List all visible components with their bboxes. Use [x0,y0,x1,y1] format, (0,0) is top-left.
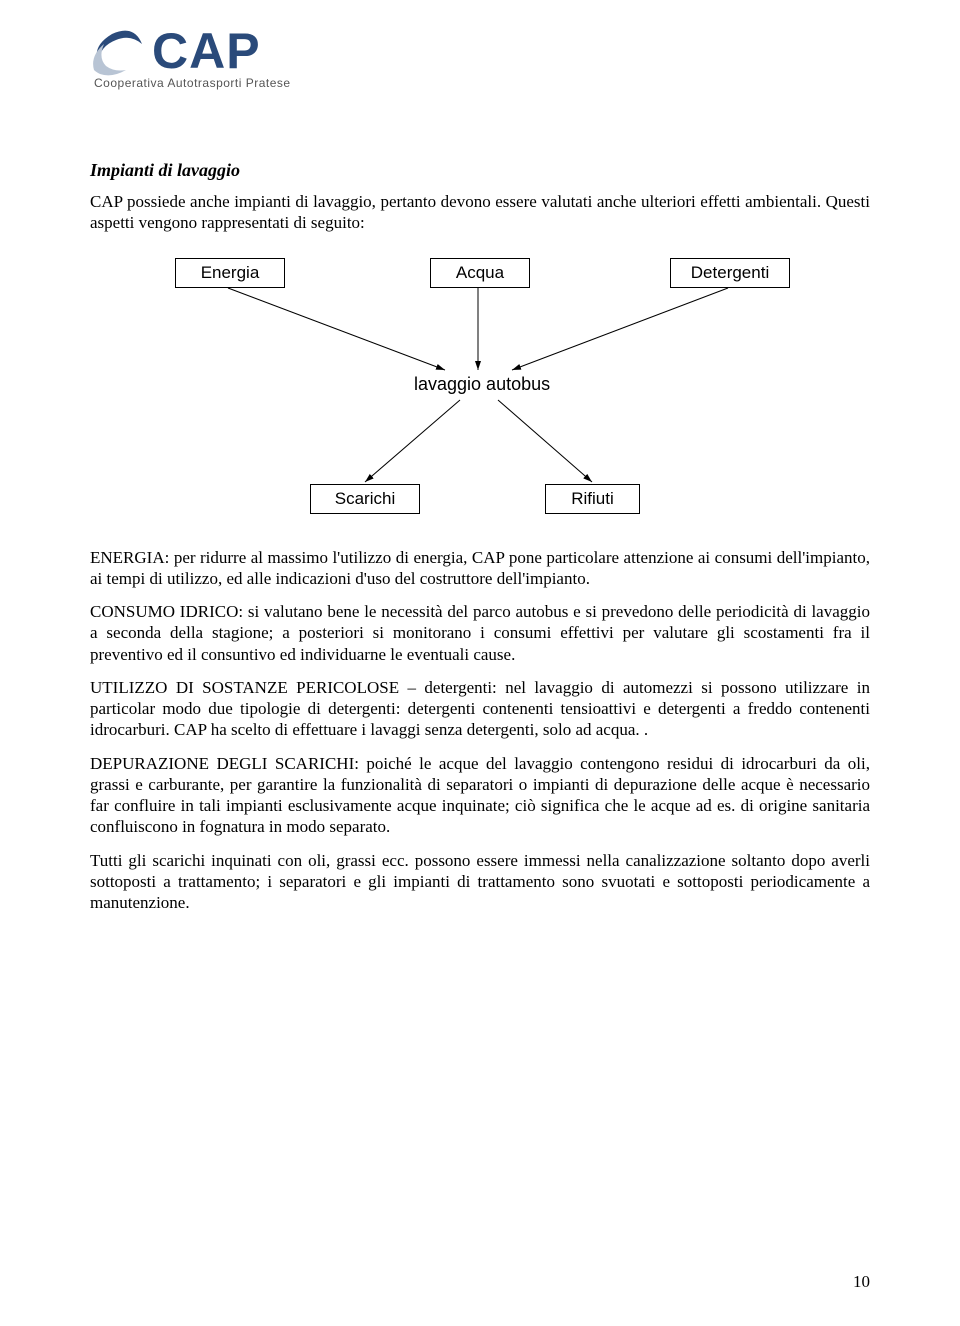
diagram-box-energia: Energia [175,258,285,288]
para-consumo-idrico: CONSUMO IDRICO: si valutano bene le nece… [90,601,870,665]
diagram: Energia Acqua Detergenti lavaggio autobu… [100,252,860,527]
para-depurazione: DEPURAZIONE DEGLI SCARICHI: poiché le ac… [90,753,870,838]
para-energia: ENERGIA: per ridurre al massimo l'utiliz… [90,547,870,590]
diagram-box-rifiuti: Rifiuti [545,484,640,514]
diagram-box-acqua: Acqua [430,258,530,288]
logo: CAP Cooperativa Autotrasporti Pratese [90,22,350,90]
diagram-box-detergenti: Detergenti [670,258,790,288]
logo-text: CAP [152,22,261,80]
diagram-center-label: lavaggio autobus [410,374,554,395]
content: Impianti di lavaggio CAP possiede anche … [90,160,870,913]
para-sostanze-pericolose: UTILIZZO DI SOSTANZE PERICOLOSE – deterg… [90,677,870,741]
intro-paragraph: CAP possiede anche impianti di lavaggio,… [90,191,870,234]
swoosh-icon [90,26,144,76]
logo-subtitle: Cooperativa Autotrasporti Pratese [94,76,350,90]
section-heading: Impianti di lavaggio [90,160,870,181]
page-number: 10 [853,1272,870,1292]
diagram-box-scarichi: Scarichi [310,484,420,514]
para-scarichi: Tutti gli scarichi inquinati con oli, gr… [90,850,870,914]
